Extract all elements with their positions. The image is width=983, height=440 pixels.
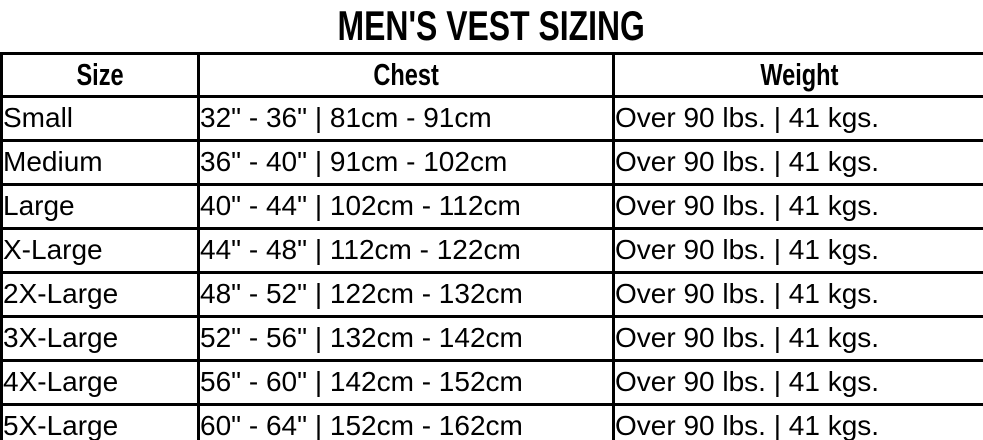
size-cell: 2X-Large: [0, 271, 200, 318]
header-row: Size Chest Weight: [0, 52, 983, 98]
chest-cell: 48" - 52" | 122cm - 132cm: [197, 271, 615, 318]
size-cell: 4X-Large: [0, 359, 200, 406]
table-row-medium: Medium 36" - 40" | 91cm - 102cm Over 90 …: [0, 139, 983, 186]
weight-cell: Over 90 lbs. | 41 kgs.: [612, 227, 983, 274]
table-row-5x-large: 5X-Large 60" - 64" | 152cm - 162cm Over …: [0, 403, 983, 440]
header-cell-size: Size: [0, 52, 200, 98]
weight-cell: Over 90 lbs. | 41 kgs.: [612, 359, 983, 406]
page-title-text: MEN'S VEST SIZING: [337, 2, 646, 49]
weight-cell: Over 90 lbs. | 41 kgs.: [612, 139, 983, 186]
table-row-x-large: X-Large 44" - 48" | 112cm - 122cm Over 9…: [0, 227, 983, 274]
table-row-small: Small 32" - 36" | 81cm - 91cm Over 90 lb…: [0, 95, 983, 142]
table-row-4x-large: 4X-Large 56" - 60" | 142cm - 152cm Over …: [0, 359, 983, 406]
table-row-3x-large: 3X-Large 52" - 56" | 132cm - 142cm Over …: [0, 315, 983, 362]
header-weight-label: Weight: [759, 57, 839, 92]
chest-cell: 56" - 60" | 142cm - 152cm: [197, 359, 615, 406]
size-cell: Medium: [0, 139, 200, 186]
page-title: MEN'S VEST SIZING: [0, 0, 983, 52]
chest-cell: 40" - 44" | 102cm - 112cm: [197, 183, 615, 230]
header-chest-label: Chest: [373, 57, 439, 92]
table-row-large: Large 40" - 44" | 102cm - 112cm Over 90 …: [0, 183, 983, 230]
size-cell: Small: [0, 95, 200, 142]
weight-cell: Over 90 lbs. | 41 kgs.: [612, 271, 983, 318]
table-row-2x-large: 2X-Large 48" - 52" | 122cm - 132cm Over …: [0, 271, 983, 318]
chest-cell: 36" - 40" | 91cm - 102cm: [197, 139, 615, 186]
sizing-table: Size Chest Weight Small 32" - 36" | 81cm…: [0, 52, 983, 440]
size-cell: X-Large: [0, 227, 200, 274]
header-cell-chest: Chest: [197, 52, 615, 98]
weight-cell: Over 90 lbs. | 41 kgs.: [612, 403, 983, 440]
header-size-label: Size: [76, 57, 124, 92]
chest-cell: 52" - 56" | 132cm - 142cm: [197, 315, 615, 362]
header-cell-weight: Weight: [612, 52, 983, 98]
chest-cell: 32" - 36" | 81cm - 91cm: [197, 95, 615, 142]
weight-cell: Over 90 lbs. | 41 kgs.: [612, 315, 983, 362]
size-cell: 3X-Large: [0, 315, 200, 362]
size-cell: Large: [0, 183, 200, 230]
chest-cell: 60" - 64" | 152cm - 162cm: [197, 403, 615, 440]
size-cell: 5X-Large: [0, 403, 200, 440]
weight-cell: Over 90 lbs. | 41 kgs.: [612, 95, 983, 142]
chest-cell: 44" - 48" | 112cm - 122cm: [197, 227, 615, 274]
weight-cell: Over 90 lbs. | 41 kgs.: [612, 183, 983, 230]
